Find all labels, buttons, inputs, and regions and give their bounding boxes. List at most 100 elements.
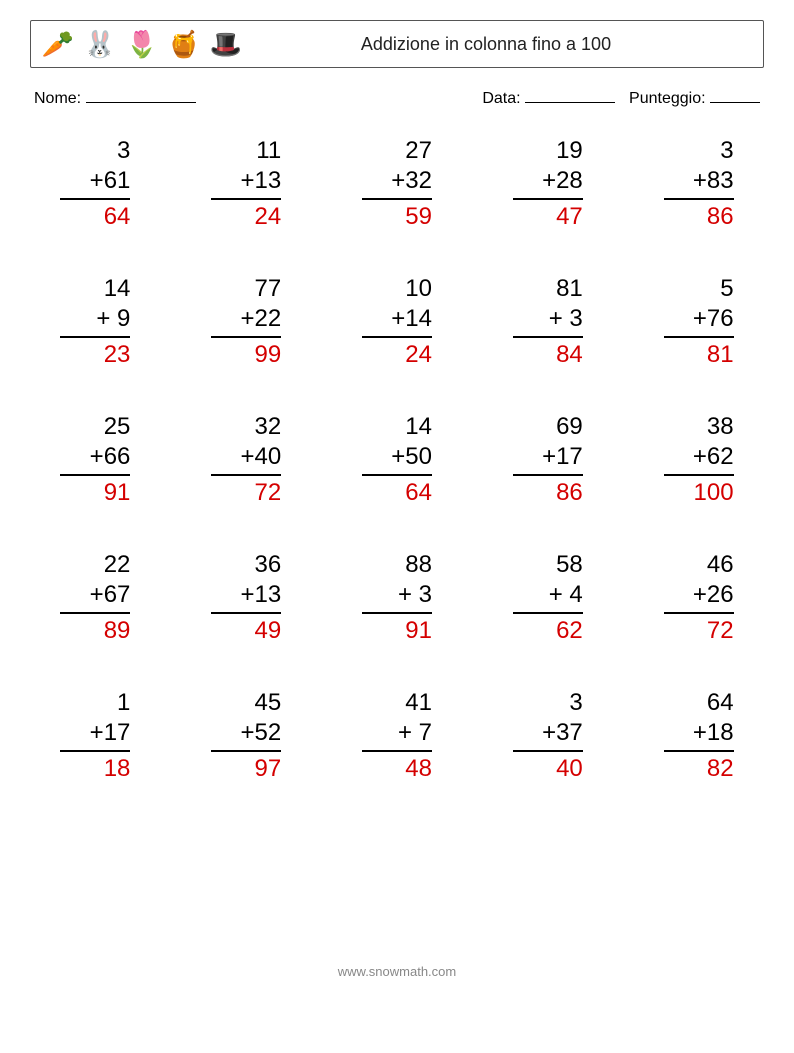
bunny-icon: 🐰 [85, 29, 115, 59]
answer: 64 [362, 476, 432, 508]
problem: 41+ 748 [362, 688, 432, 784]
problem: 32+4072 [211, 412, 281, 508]
addend-top: 81 [513, 274, 583, 304]
problem: 27+3259 [362, 136, 432, 232]
addend-top: 3 [60, 136, 130, 166]
addend-top: 41 [362, 688, 432, 718]
addend-bottom: +50 [362, 442, 432, 476]
addend-top: 25 [60, 412, 130, 442]
addend-bottom: + 3 [513, 304, 583, 338]
answer: 72 [211, 476, 281, 508]
addend-bottom: + 9 [60, 304, 130, 338]
addend-bottom: + 3 [362, 580, 432, 614]
score-blank[interactable] [710, 102, 760, 103]
problem: 14+ 923 [60, 274, 130, 370]
addend-top: 36 [211, 550, 281, 580]
problem: 19+2847 [513, 136, 583, 232]
answer: 100 [664, 476, 734, 508]
addend-top: 27 [362, 136, 432, 166]
addend-bottom: +37 [513, 718, 583, 752]
name-blank[interactable] [86, 102, 196, 103]
problem: 38+62100 [664, 412, 734, 508]
problem: 36+1349 [211, 550, 281, 646]
addend-top: 14 [362, 412, 432, 442]
addend-bottom: +61 [60, 166, 130, 200]
addend-top: 45 [211, 688, 281, 718]
answer: 91 [60, 476, 130, 508]
date-blank[interactable] [525, 102, 615, 103]
problem: 3+6164 [60, 136, 130, 232]
addend-top: 64 [664, 688, 734, 718]
answer: 99 [211, 338, 281, 370]
addend-bottom: +26 [664, 580, 734, 614]
addend-top: 46 [664, 550, 734, 580]
addend-bottom: +67 [60, 580, 130, 614]
addend-top: 88 [362, 550, 432, 580]
addend-bottom: +22 [211, 304, 281, 338]
problem: 3+8386 [664, 136, 734, 232]
problem: 25+6691 [60, 412, 130, 508]
answer: 64 [60, 200, 130, 232]
footer-url: www.snowmath.com [30, 964, 764, 999]
addend-top: 19 [513, 136, 583, 166]
addend-top: 5 [664, 274, 734, 304]
problem: 69+1786 [513, 412, 583, 508]
addend-bottom: +17 [513, 442, 583, 476]
problem: 14+5064 [362, 412, 432, 508]
addend-top: 58 [513, 550, 583, 580]
answer: 97 [211, 752, 281, 784]
problem: 46+2672 [664, 550, 734, 646]
problem: 1+1718 [60, 688, 130, 784]
addend-bottom: + 4 [513, 580, 583, 614]
answer: 47 [513, 200, 583, 232]
addend-bottom: +13 [211, 580, 281, 614]
problem: 81+ 384 [513, 274, 583, 370]
carrot-icon: 🥕 [43, 29, 73, 59]
addend-top: 22 [60, 550, 130, 580]
problem: 64+1882 [664, 688, 734, 784]
header-icons: 🥕 🐰 🌷 🍯 🎩 [43, 29, 241, 59]
addend-bottom: +32 [362, 166, 432, 200]
addend-top: 32 [211, 412, 281, 442]
addend-bottom: +76 [664, 304, 734, 338]
addend-top: 3 [513, 688, 583, 718]
addend-bottom: +17 [60, 718, 130, 752]
answer: 62 [513, 614, 583, 646]
answer: 86 [513, 476, 583, 508]
addend-top: 11 [211, 136, 281, 166]
worksheet-title: Addizione in colonna fino a 100 [241, 34, 751, 55]
addend-top: 14 [60, 274, 130, 304]
addend-bottom: +83 [664, 166, 734, 200]
answer: 48 [362, 752, 432, 784]
answer: 89 [60, 614, 130, 646]
hat-icon: 🎩 [211, 29, 241, 59]
problem: 77+2299 [211, 274, 281, 370]
addend-top: 10 [362, 274, 432, 304]
answer: 23 [60, 338, 130, 370]
addend-bottom: + 7 [362, 718, 432, 752]
addend-top: 3 [664, 136, 734, 166]
worksheet-page: 🥕 🐰 🌷 🍯 🎩 Addizione in colonna fino a 10… [0, 0, 794, 1053]
addend-top: 1 [60, 688, 130, 718]
addend-bottom: +14 [362, 304, 432, 338]
info-line: Nome: Data: Punteggio: [30, 90, 764, 108]
answer: 91 [362, 614, 432, 646]
score-label: Punteggio: [629, 90, 706, 107]
addend-top: 38 [664, 412, 734, 442]
answer: 40 [513, 752, 583, 784]
problems-grid: 3+616411+132427+325919+28473+838614+ 923… [30, 136, 764, 784]
addend-bottom: +28 [513, 166, 583, 200]
answer: 49 [211, 614, 281, 646]
score-field: Punteggio: [629, 90, 760, 108]
problem: 10+1424 [362, 274, 432, 370]
answer: 18 [60, 752, 130, 784]
date-label: Data: [482, 90, 520, 107]
addend-top: 77 [211, 274, 281, 304]
problem: 11+1324 [211, 136, 281, 232]
answer: 72 [664, 614, 734, 646]
addend-bottom: +52 [211, 718, 281, 752]
answer: 82 [664, 752, 734, 784]
date-field: Data: [482, 90, 615, 108]
problem: 45+5297 [211, 688, 281, 784]
answer: 24 [211, 200, 281, 232]
